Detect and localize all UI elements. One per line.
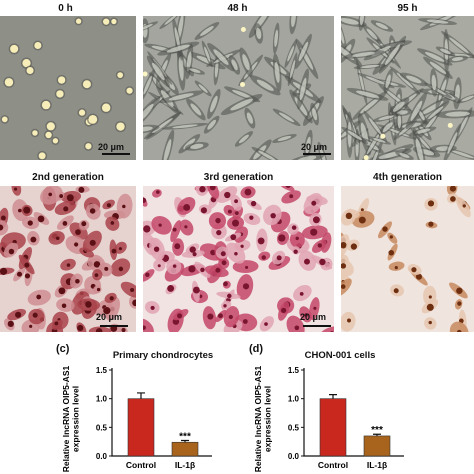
y-tick-label: 0.5	[288, 423, 300, 432]
y-tick-label: 1.0	[288, 395, 300, 404]
y-tick-label: 1.5	[96, 366, 108, 375]
micrograph-48h: 20 μm	[143, 16, 334, 160]
y-axis-label: Relative lncRNA OIP5-AS1expression level	[253, 366, 273, 473]
scale-label: 20 μm	[301, 142, 328, 152]
y-tick-label: 0.0	[288, 452, 300, 461]
error-bar	[137, 392, 145, 399]
panel-b-title-2nd: 2nd generation	[32, 172, 104, 183]
panel-b-title-3rd: 3rd generation	[203, 172, 274, 183]
stain-3rd-generation: 20 μm	[143, 186, 334, 332]
panel-a-title-48h: 48 h	[227, 3, 248, 14]
scale-label: 20 μm	[96, 312, 123, 322]
bar	[319, 398, 347, 457]
panel-a-title-95h: 95 h	[397, 3, 418, 14]
error-bar	[373, 433, 381, 436]
y-tick-label: 1.5	[288, 366, 300, 375]
stain-2nd-generation: 20 μm	[0, 186, 136, 332]
bar	[171, 441, 199, 457]
stain-4th-generation	[341, 186, 474, 332]
bar	[127, 398, 155, 457]
bar	[363, 435, 391, 457]
y-tick-label: 0.0	[96, 452, 108, 461]
micrograph-95h	[341, 16, 474, 160]
x-tick-label: Control	[126, 460, 156, 470]
x-tick-label: IL-1β	[367, 460, 387, 470]
chart-c-title: Primary chondrocytes	[112, 350, 214, 361]
chart-d-title: CHON-001 cells	[304, 350, 376, 361]
micrograph-0h: 20 μm	[0, 16, 136, 160]
panel-a-title-0h: 0 h	[58, 3, 73, 14]
scale-label: 20 μm	[300, 312, 327, 322]
significance-label: ***	[371, 425, 383, 436]
x-tick-label: Control	[318, 460, 348, 470]
bar-chart-primary-chondrocytes: Relative lncRNA OIP5-AS1expression level…	[61, 366, 212, 473]
y-axis-label: Relative lncRNA OIP5-AS1expression level	[61, 366, 81, 473]
error-bar	[329, 394, 337, 399]
scale-label: 20 μm	[98, 142, 125, 152]
panel-b-title-4th: 4th generation	[373, 172, 442, 183]
error-bar	[181, 439, 189, 443]
panel-label-c: (c)	[56, 343, 70, 355]
y-tick-label: 0.5	[96, 423, 108, 432]
bar-chart-chon-001-cells: Relative lncRNA OIP5-AS1expression level…	[253, 366, 404, 473]
panel-label-d: (d)	[249, 343, 264, 355]
x-tick-label: IL-1β	[175, 460, 195, 470]
y-tick-label: 1.0	[96, 395, 108, 404]
significance-label: ***	[179, 432, 191, 443]
